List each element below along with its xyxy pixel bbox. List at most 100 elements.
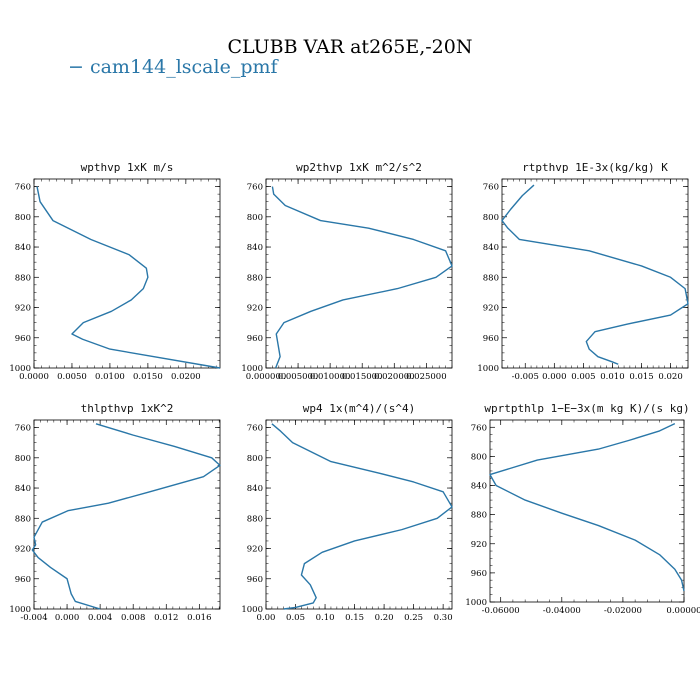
x-tick-label: 0.30: [434, 613, 453, 623]
y-tick-label: 960: [471, 569, 487, 579]
y-tick-label: 880: [15, 514, 31, 524]
x-tick-label: 0.010000: [310, 372, 351, 382]
y-tick-label: 1000: [477, 364, 499, 374]
y-tick-label: 960: [247, 334, 263, 344]
y-tick-label: 760: [471, 423, 487, 433]
x-tick-label: 0.0000: [19, 372, 49, 382]
plot-frame: [265, 419, 453, 610]
y-tick-label: 800: [247, 213, 263, 223]
panel-title: rtpthvp 1E-3x(kg/kg) K: [522, 161, 668, 174]
y-tick-label: 840: [15, 484, 31, 494]
x-tick-label: 0.00: [257, 613, 276, 623]
y-tick-label: 760: [483, 183, 499, 193]
x-tick-label: 0.20: [375, 613, 394, 623]
x-tick-label: 0.0200: [171, 372, 201, 382]
x-tick-label: 0.0050: [57, 372, 87, 382]
x-tick-label: 0.000000: [246, 372, 287, 382]
series-line: [36, 186, 221, 369]
y-tick-label: 880: [247, 273, 263, 283]
y-tick-label: 920: [15, 304, 31, 314]
plot-frame: [33, 178, 221, 369]
panel-title: wp2thvp 1xK m^2/s^2: [296, 161, 422, 174]
chart-title: CLUBB VAR at265E,-20N: [227, 36, 473, 58]
y-tick-label: 800: [483, 213, 499, 223]
x-tick-label: 0.015000: [342, 372, 383, 382]
x-tick-label: 0.0150: [133, 372, 163, 382]
y-tick-label: 920: [483, 304, 499, 314]
y-tick-label: 920: [15, 545, 31, 555]
x-tick-label: 0.05: [286, 613, 305, 623]
x-tick-label: 0.10: [316, 613, 335, 623]
x-tick-label: 0.010: [600, 372, 624, 382]
y-tick-label: 880: [471, 511, 487, 521]
x-tick-label: 0.020: [658, 372, 682, 382]
panel-title: thlpthvp 1xK^2: [81, 402, 174, 415]
y-tick-label: 920: [247, 545, 263, 555]
x-tick-label: 0.00000: [666, 606, 700, 616]
x-tick-label: -0.06000: [482, 606, 520, 616]
y-tick-label: 800: [15, 213, 31, 223]
y-tick-label: 840: [247, 243, 263, 253]
x-tick-label: 0.015: [629, 372, 653, 382]
chart-panel-2: wp2thvp 1xK m^2/s^2 0.0000000.0050000.010…: [241, 161, 453, 382]
x-tick-label: 0.005: [571, 372, 595, 382]
x-tick-label: 0.020000: [374, 372, 415, 382]
y-tick-label: 840: [15, 243, 31, 253]
x-tick-label: 0.004: [88, 613, 112, 623]
y-tick-label: 920: [247, 304, 263, 314]
y-tick-label: 760: [247, 424, 263, 434]
panel-title: wprtpthlp 1−E−3x(m kg K)/(s kg): [484, 402, 689, 415]
chart-panel-5: wp4 1x(m^4)/(s^4) 0.00 0.05 0.10 0.15 0.20 0.2…: [241, 402, 453, 623]
x-tick-label: 0.005000: [278, 372, 319, 382]
x-tick-label: 0.0100: [95, 372, 125, 382]
y-tick-label: 1000: [241, 364, 263, 374]
y-tick-label: 920: [471, 540, 487, 550]
y-tick-label: 760: [247, 183, 263, 193]
panel-title: wp4 1x(m^4)/(s^4): [303, 402, 416, 415]
panel-title: wpthvp 1xK m/s: [81, 161, 174, 174]
series-line: [271, 186, 453, 369]
plot-frame: [489, 419, 685, 603]
y-tick-label: 800: [247, 454, 263, 464]
series-line: [489, 423, 685, 592]
x-tick-label: -0.005: [512, 372, 539, 382]
x-tick-label: -0.04000: [543, 606, 581, 616]
chart-panel-4: thlpthvp 1xK^2 -0.004 0.000 0.004 0.008 0.012…: [9, 402, 221, 623]
x-tick-label: 0.000: [55, 613, 79, 623]
x-tick-label: 0.025000: [406, 372, 447, 382]
series-line: [501, 184, 689, 365]
y-tick-label: 880: [247, 514, 263, 524]
y-tick-label: 880: [15, 273, 31, 283]
legend-entry: − cam144_lscale_pmf: [68, 56, 278, 78]
plot-frame: [265, 178, 453, 369]
chart-panel-6: wprtpthlp 1−E−3x(m kg K)/(s kg) -0.06000 -…: [465, 402, 700, 616]
chart-panel-1: wpthvp 1xK m/s 0.0000 0.0050 0.0100 0.0150 0.…: [9, 161, 221, 382]
y-tick-label: 960: [247, 575, 263, 585]
y-tick-label: 840: [471, 482, 487, 492]
x-tick-label: 0.008: [121, 613, 145, 623]
y-tick-label: 1000: [465, 598, 487, 608]
y-tick-label: 960: [15, 334, 31, 344]
y-tick-label: 880: [483, 273, 499, 283]
x-tick-label: -0.02000: [604, 606, 642, 616]
y-tick-label: 840: [483, 243, 499, 253]
x-tick-label: 0.012: [154, 613, 178, 623]
y-tick-label: 1000: [241, 605, 263, 615]
x-tick-label: 0.25: [404, 613, 423, 623]
x-tick-label: 0.15: [345, 613, 364, 623]
x-tick-label: 0.016: [187, 613, 211, 623]
y-tick-label: 760: [15, 183, 31, 193]
y-tick-label: 760: [15, 424, 31, 434]
y-tick-label: 840: [247, 484, 263, 494]
y-tick-label: 800: [471, 452, 487, 462]
y-tick-label: 1000: [9, 364, 31, 374]
y-tick-label: 960: [15, 575, 31, 585]
x-tick-label: 0.000: [542, 372, 566, 382]
y-tick-label: 960: [483, 334, 499, 344]
y-tick-label: 1000: [9, 605, 31, 615]
x-tick-label: -0.004: [20, 613, 47, 623]
series-line: [31, 423, 221, 610]
series-line: [271, 423, 453, 610]
plot-frame: [33, 419, 221, 610]
